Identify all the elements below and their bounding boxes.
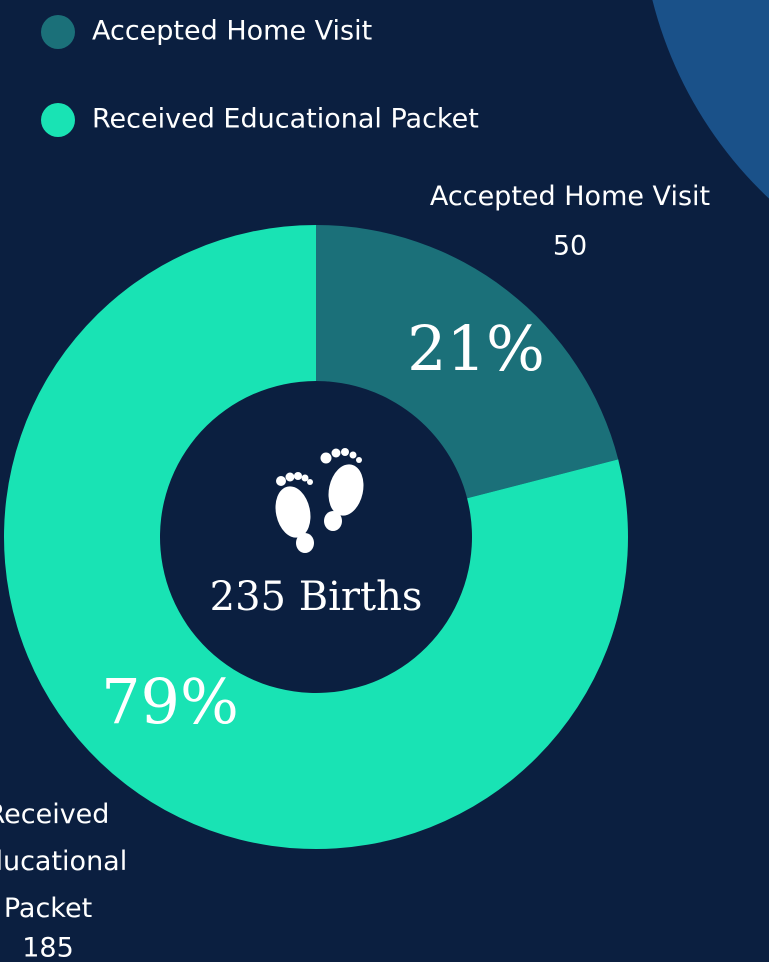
slice-count: 50	[553, 231, 587, 262]
slice-count: 185	[22, 933, 74, 962]
percent-label: 79%	[101, 665, 239, 738]
footprint-icon	[275, 448, 364, 553]
donut-slice	[316, 225, 619, 499]
decor-circle	[652, 0, 769, 199]
center-label: 235 Births	[210, 574, 423, 620]
donut-slice	[3, 225, 628, 849]
legend-label: Received Educational Packet	[92, 104, 479, 135]
slice-label: Accepted Home Visit	[430, 181, 710, 212]
percent-label: 21%	[407, 312, 545, 385]
legend-label: Accepted Home Visit	[92, 16, 372, 47]
legend-swatch	[41, 15, 75, 49]
legend-swatch	[41, 103, 75, 137]
